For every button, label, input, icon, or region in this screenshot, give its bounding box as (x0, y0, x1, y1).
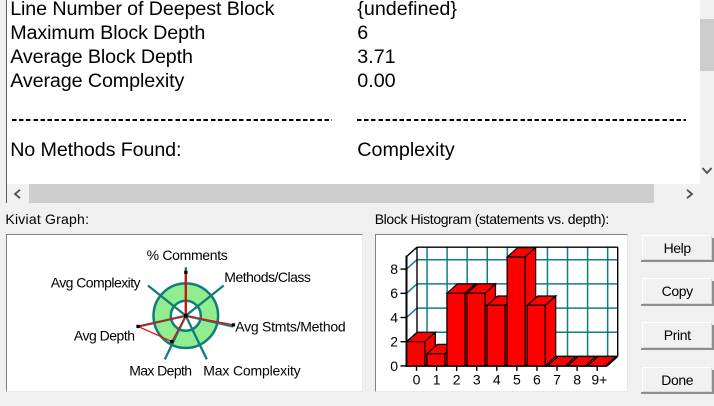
svg-text:6: 6 (533, 371, 541, 387)
svg-text:2: 2 (453, 371, 461, 387)
svg-text:Max Depth: Max Depth (129, 363, 191, 379)
svg-text:Avg Stmts/Method: Avg Stmts/Method (235, 319, 345, 335)
svg-text:4: 4 (390, 309, 398, 325)
svg-text:Methods/Class: Methods/Class (224, 269, 311, 285)
svg-text:Avg Complexity: Avg Complexity (51, 275, 141, 291)
svg-text:8: 8 (573, 371, 581, 387)
svg-text:Avg Depth: Avg Depth (74, 328, 135, 344)
svg-text:6: 6 (390, 285, 398, 301)
svg-text:0: 0 (413, 371, 421, 387)
svg-text:9+: 9+ (591, 371, 607, 387)
svg-text:8: 8 (390, 261, 398, 277)
svg-text:Max Complexity: Max Complexity (203, 363, 300, 379)
svg-text:0: 0 (390, 358, 398, 374)
svg-text:% Comments: % Comments (147, 247, 228, 263)
svg-text:2: 2 (390, 334, 398, 350)
svg-text:3: 3 (473, 371, 481, 387)
svg-text:7: 7 (553, 371, 561, 387)
svg-text:5: 5 (513, 371, 521, 387)
svg-text:4: 4 (493, 371, 501, 387)
svg-text:1: 1 (433, 371, 441, 387)
